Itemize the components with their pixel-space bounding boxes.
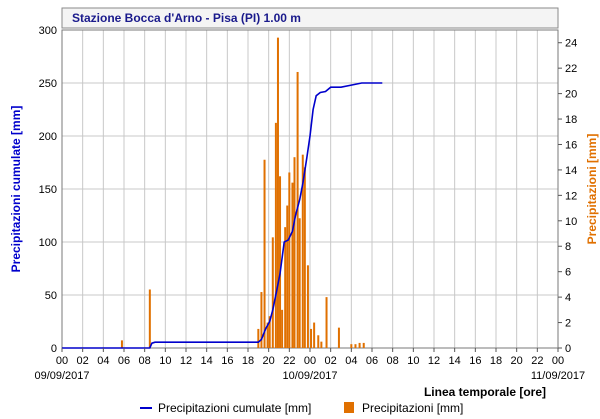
y-tick-label-left: 300 (39, 25, 57, 37)
precip-bar (281, 309, 284, 348)
x-tick-label: 22 (283, 355, 295, 367)
cumulative-line (62, 82, 383, 349)
y-tick-label-right: 4 (565, 292, 571, 304)
y-tick-label-left: 150 (39, 184, 57, 196)
y-tick-label-right: 6 (565, 267, 571, 279)
y-axis-label-right: Precipitazioni [mm] (585, 134, 599, 245)
x-tick-label: 06 (366, 355, 378, 367)
y-tick-label-right: 8 (565, 241, 571, 253)
x-tick-label: 04 (345, 355, 357, 367)
precip-bar (257, 328, 260, 348)
precip-bar (325, 297, 328, 348)
x-tick-label: 22 (531, 355, 543, 367)
left-ticks: 0 50 100 150 200 250 300 (39, 25, 57, 355)
precip-bar (350, 344, 353, 348)
x-tick-label: 12 (428, 355, 440, 367)
x-tick-label: 20 (511, 355, 523, 367)
precip-bar (320, 341, 323, 348)
y-tick-label-right: 12 (565, 190, 577, 202)
y-tick-label-right: 24 (565, 38, 577, 50)
x-tick-label: 02 (325, 355, 337, 367)
x-tick-label: 14 (449, 355, 461, 367)
x-tick-label: 14 (201, 355, 213, 367)
precip-bar (303, 167, 306, 348)
x-tick-label: 16 (221, 355, 233, 367)
y-tick-label-right: 16 (565, 139, 577, 151)
precip-bar (279, 176, 282, 348)
x-tick-label: 02 (77, 355, 89, 367)
precip-bar (286, 205, 289, 348)
y-tick-label-right: 2 (565, 318, 571, 330)
precip-bar (276, 37, 279, 349)
x-tick-label: 00 (56, 355, 68, 367)
legend-label-cumulate: Precipitazioni cumulate [mm] (158, 401, 311, 415)
y-tick-label-left: 200 (39, 131, 57, 143)
x-tick-label: 04 (97, 355, 109, 367)
precip-bar (306, 265, 309, 348)
precip-bar (120, 340, 123, 348)
precip-bar (358, 342, 361, 348)
precip-bar (266, 322, 269, 348)
y-axis-label-left: Precipitazioni cumulate [mm] (9, 106, 23, 273)
x-tick-label: 12 (180, 355, 192, 367)
precip-bar (313, 322, 316, 348)
precip-bar (362, 342, 365, 348)
x-tick-label: 06 (118, 355, 130, 367)
precip-bar (288, 172, 291, 348)
x-tick-label: 10 (407, 355, 419, 367)
precip-bar (274, 122, 277, 348)
x-tick-label: 20 (263, 355, 275, 367)
x-ticks: 00 02 04 06 08 10 12 14 16 18 20 22 00 02 04 06 08 10 12 14… (56, 348, 564, 367)
precip-bar (293, 157, 296, 348)
precip-bar (291, 182, 294, 348)
x-tick-label: 10 (159, 355, 171, 367)
precip-bar (337, 327, 340, 348)
y-tick-label-right: 14 (565, 165, 577, 177)
precip-bar (148, 289, 151, 348)
date-label: 09/09/2017 (34, 370, 89, 382)
x-tick-label: 16 (469, 355, 481, 367)
precip-bar (263, 159, 266, 348)
precip-bar (301, 154, 304, 348)
x-tick-label: 18 (242, 355, 254, 367)
y-tick-label-right: 0 (565, 343, 571, 355)
date-label: 10/09/2017 (282, 370, 337, 382)
precip-bar (310, 328, 313, 348)
precip-bar (260, 292, 263, 348)
y-tick-label-right: 18 (565, 114, 577, 126)
precip-bar (271, 237, 274, 348)
x-axis-label: Linea temporale [ore] (424, 385, 546, 399)
y-tick-label-right: 10 (565, 216, 577, 228)
precip-bar (317, 335, 320, 348)
x-tick-label: 08 (139, 355, 151, 367)
y-tick-label-left: 0 (51, 343, 57, 355)
x-tick-label: 00 (304, 355, 316, 367)
legend-label-precip: Precipitazioni [mm] (362, 401, 463, 415)
precip-bar (354, 344, 357, 348)
y-tick-label-right: 20 (565, 89, 577, 101)
x-tick-label: 00 (552, 355, 564, 367)
x-tick-label: 18 (490, 355, 502, 367)
date-labels: 09/09/2017 10/09/2017 11/09/2017 (34, 370, 585, 382)
x-tick-label: 08 (387, 355, 399, 367)
precip-bar (268, 316, 271, 348)
y-tick-label-left: 250 (39, 78, 57, 90)
precip-bar (298, 218, 301, 348)
y-tick-label-left: 100 (39, 237, 57, 249)
title-box (61, 7, 559, 29)
legend-bar-swatch (344, 402, 354, 413)
chart-title: Stazione Bocca d'Arno - Pisa (PI) 1.00 m (72, 11, 301, 25)
date-label: 11/09/2017 (531, 370, 585, 382)
precip-bar (284, 227, 287, 348)
y-tick-label-left: 50 (45, 290, 57, 302)
y-tick-label-right: 22 (565, 63, 577, 75)
